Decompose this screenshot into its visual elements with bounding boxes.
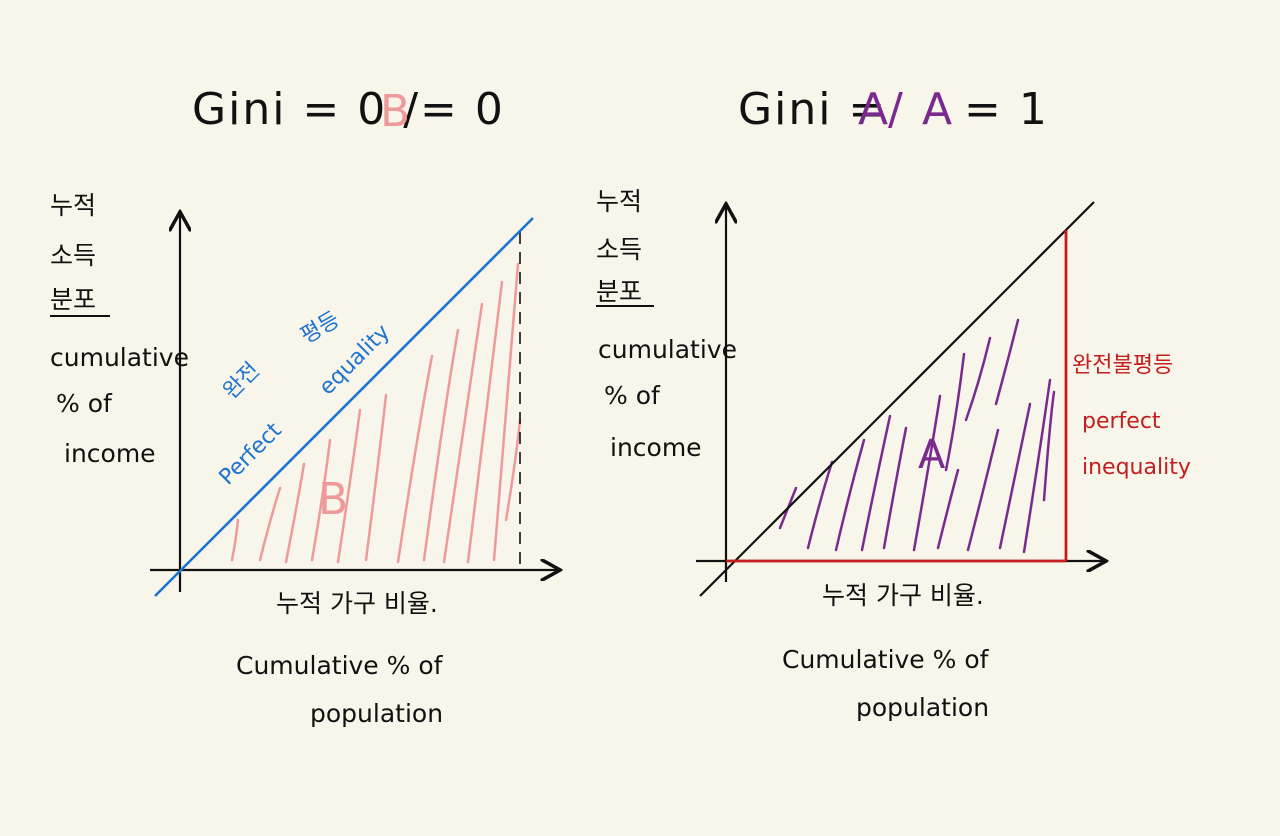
right-title-prefix: Gini = [738,84,887,135]
left-y-label-en-2: % of [56,389,113,418]
left-line-label-ko-2: 평등 [297,307,345,349]
left-title-prefix: Gini = 0 / [192,84,420,135]
left-y-label-ko-1: 누적 [50,191,96,220]
right-y-label-en-3: income [610,433,702,462]
left-diagram: Gini = 0 / B = 0 누적 소득 분포 cumulative % o… [50,84,558,728]
right-title-a2: A [922,84,954,135]
left-title-b: B [380,86,412,137]
right-equality-line [699,201,1095,597]
right-y-label-ko-2: 소득 [596,235,642,264]
right-area-label-a: A [918,432,946,478]
left-line-label-en-1: Perfect [215,418,287,490]
right-y-label-ko-3: 분포 [596,277,642,306]
right-line-label-en-2: inequality [1082,455,1191,480]
right-title-a1: A [858,84,890,135]
left-area-b-hatching [230,262,522,564]
left-area-label-b: B [318,474,348,525]
left-y-label-en-3: income [64,439,156,468]
right-line-label-ko: 완전불평등 [1072,353,1173,378]
left-x-label-en-1: Cumulative % of [236,651,444,680]
right-diagram: Gini = A / A = 1 누적 소득 분포 cumulative % o… [596,84,1191,722]
right-y-label-en-2: % of [604,381,661,410]
right-title-slash: / [888,84,905,135]
left-x-label-en-2: population [310,699,443,728]
right-y-label-ko-1: 누적 [596,187,642,216]
left-equality-line [154,217,534,597]
left-y-label-ko-3: 분포 [50,285,96,314]
right-x-label-en-2: population [856,693,989,722]
right-x-label-ko: 누적 가구 비율. [822,581,984,610]
right-line-label-en-1: perfect [1082,409,1161,434]
left-x-label-ko: 누적 가구 비율. [276,589,438,618]
left-y-label-ko-2: 소득 [50,241,96,270]
right-title-suffix: = 1 [964,84,1049,135]
left-line-label-ko-1: 완전 [219,358,265,404]
left-title-suffix: = 0 [420,84,505,135]
right-y-label-en-1: cumulative [598,335,737,364]
right-area-a-hatching [778,318,1056,554]
right-x-label-en-1: Cumulative % of [782,645,990,674]
left-y-label-en-1: cumulative [50,343,189,372]
